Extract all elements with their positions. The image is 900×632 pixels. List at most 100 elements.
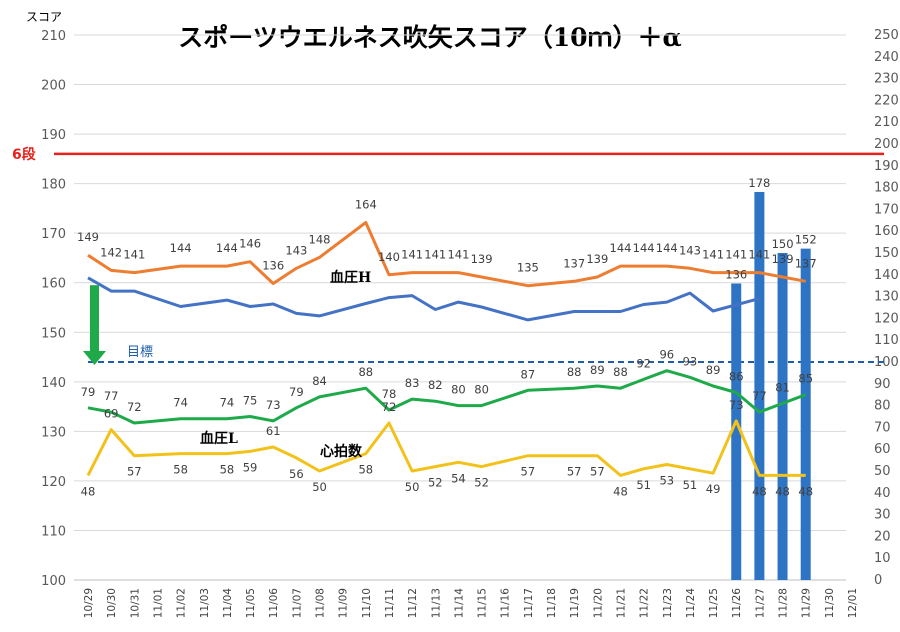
x-tick-label: 11/29: [801, 588, 813, 618]
series-line: [87, 276, 760, 322]
line-data-label: 50: [312, 480, 327, 494]
line-data-label: 51: [683, 478, 698, 492]
series-name-label: 心拍数: [320, 443, 363, 460]
y-axis-label: スコア: [26, 10, 62, 24]
line-series: [86, 221, 807, 477]
bar-data-label: 152: [795, 233, 817, 247]
line-data-label: 135: [517, 261, 539, 275]
line-data-label: 80: [451, 383, 466, 397]
line-data-label: 92: [636, 356, 651, 370]
line-data-label: 144: [656, 241, 678, 255]
line-data-label: 87: [521, 367, 536, 381]
x-tick-label: 11/04: [222, 588, 234, 619]
line-data-label: 74: [220, 396, 235, 410]
line-data-label: 85: [798, 372, 813, 386]
line-data-label: 52: [428, 476, 443, 490]
line-data-label: 164: [355, 197, 377, 211]
y2-tick-label: 30: [874, 508, 891, 523]
y2-tick-label: 220: [874, 93, 899, 108]
bar-data-label: 178: [748, 176, 770, 190]
x-tick-label: 11/18: [546, 588, 558, 618]
line-data-label: 48: [613, 484, 628, 498]
line-data-label: 50: [405, 480, 420, 494]
x-tick-label: 11/19: [569, 588, 581, 618]
series-name-label: 血圧H: [330, 269, 371, 286]
y2-tick-label: 90: [874, 377, 891, 392]
bar: [754, 191, 765, 580]
line-data-label: 88: [567, 365, 582, 379]
x-tick-label: 12/01: [847, 588, 859, 618]
x-tick-label: 11/23: [662, 588, 674, 618]
x-tick-label: 11/25: [708, 588, 720, 618]
line-data-label: 137: [563, 256, 585, 270]
y-tick-label: 190: [41, 128, 66, 143]
y2-tick-label: 230: [874, 72, 899, 87]
reference-line-label: 6段: [12, 146, 36, 163]
y2-tick-label: 250: [874, 28, 899, 43]
x-tick-label: 11/03: [199, 588, 211, 618]
x-tick-label: 11/06: [268, 588, 280, 619]
line-data-label: 72: [382, 400, 397, 414]
line-data-label: 54: [451, 471, 466, 485]
x-tick-label: 11/20: [592, 588, 604, 618]
y-tick-label: 140: [41, 376, 66, 391]
line-data-label: 78: [382, 387, 397, 401]
y2-tick-label: 120: [874, 311, 899, 326]
y2-tick-label: 0: [874, 573, 882, 588]
line-data-label: 57: [521, 465, 536, 479]
line-data-label: 79: [289, 385, 304, 399]
y-tick-label: 200: [41, 79, 66, 94]
line-data-label: 56: [289, 467, 304, 481]
y2-tick-label: 60: [874, 442, 891, 457]
line-data-label: 149: [77, 230, 99, 244]
y2-tick-label: 210: [874, 115, 899, 130]
line-data-label: 84: [312, 374, 327, 388]
line-data-label: 88: [613, 365, 628, 379]
y-tick-label: 170: [41, 227, 66, 242]
x-tick-label: 11/09: [338, 588, 350, 618]
y2-tick-label: 190: [874, 159, 899, 174]
x-tick-label: 11/16: [500, 588, 512, 619]
line-data-label: 57: [590, 465, 605, 479]
y-tick-label: 110: [41, 524, 66, 539]
target-arrow-head: [83, 350, 106, 365]
x-tick-label: 11/01: [152, 588, 164, 618]
x-tick-label: 11/28: [778, 588, 790, 618]
y2-tick-label: 50: [874, 464, 891, 479]
line-data-label: 146: [239, 237, 261, 251]
line-data-label: 143: [285, 243, 307, 257]
y-tick-label: 160: [41, 277, 66, 292]
y2-tick-label: 140: [874, 268, 899, 283]
chart-title: スポーツウエルネス吹矢スコア（10ｍ）＋α: [178, 23, 682, 52]
line-data-label: 80: [474, 383, 489, 397]
line-data-label: 77: [104, 389, 119, 403]
y-axis-ticks: 100 110 120 130 140 150 160 170 180 190 200 210: [41, 29, 66, 589]
line-data-label: 58: [220, 463, 235, 477]
line-data-label: 82: [428, 378, 443, 392]
x-tick-label: 11/27: [754, 588, 766, 618]
x-tick-label: 11/12: [407, 588, 419, 618]
grid: [74, 34, 846, 581]
x-tick-label: 11/10: [361, 588, 373, 618]
line-data-label: 75: [243, 394, 258, 408]
bar: [777, 253, 788, 580]
line-data-label: 58: [173, 463, 188, 477]
x-tick-label: 11/30: [824, 588, 836, 618]
y-tick-label: 150: [41, 326, 66, 341]
line-data-label: 69: [104, 407, 119, 421]
line-data-label: 89: [590, 363, 605, 377]
line-data-label: 139: [471, 252, 493, 266]
series-line: [87, 221, 806, 288]
y2-tick-label: 40: [874, 486, 891, 501]
line-data-label: 141: [401, 248, 423, 262]
line-data-label: 49: [706, 482, 721, 496]
line-data-label: 142: [100, 245, 122, 259]
x-tick-label: 11/11: [384, 588, 396, 618]
target-arrow-shaft: [90, 285, 99, 353]
line-data-label: 88: [358, 365, 373, 379]
line-data-label: 144: [633, 241, 655, 255]
y2-tick-label: 20: [874, 529, 891, 544]
bar-series: [83, 191, 811, 580]
